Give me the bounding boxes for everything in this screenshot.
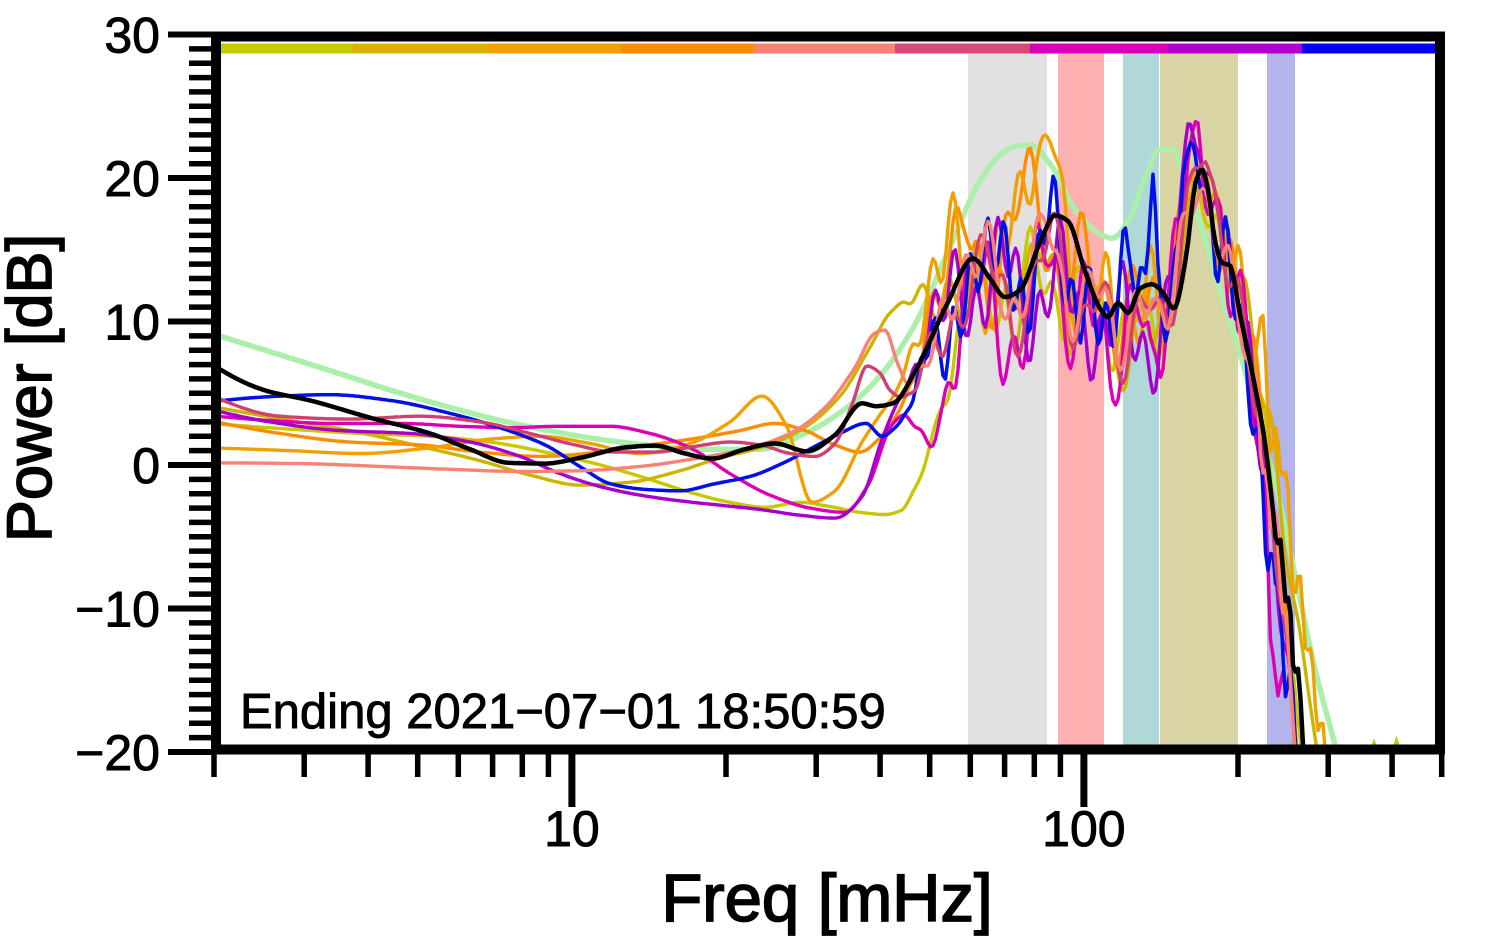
svg-text:−10: −10 xyxy=(75,581,160,637)
svg-text:30: 30 xyxy=(104,7,160,63)
svg-text:Ending 2021−07−01 18:50:59: Ending 2021−07−01 18:50:59 xyxy=(240,685,886,739)
svg-text:−20: −20 xyxy=(75,725,160,781)
svg-text:10: 10 xyxy=(104,294,160,350)
svg-text:10: 10 xyxy=(544,801,600,857)
svg-text:20: 20 xyxy=(104,151,160,207)
svg-text:0: 0 xyxy=(132,438,160,494)
svg-text:Freq [mHz]: Freq [mHz] xyxy=(661,861,992,936)
svg-text:100: 100 xyxy=(1042,801,1125,857)
svg-text:Power [dB]: Power [dB] xyxy=(0,234,65,542)
